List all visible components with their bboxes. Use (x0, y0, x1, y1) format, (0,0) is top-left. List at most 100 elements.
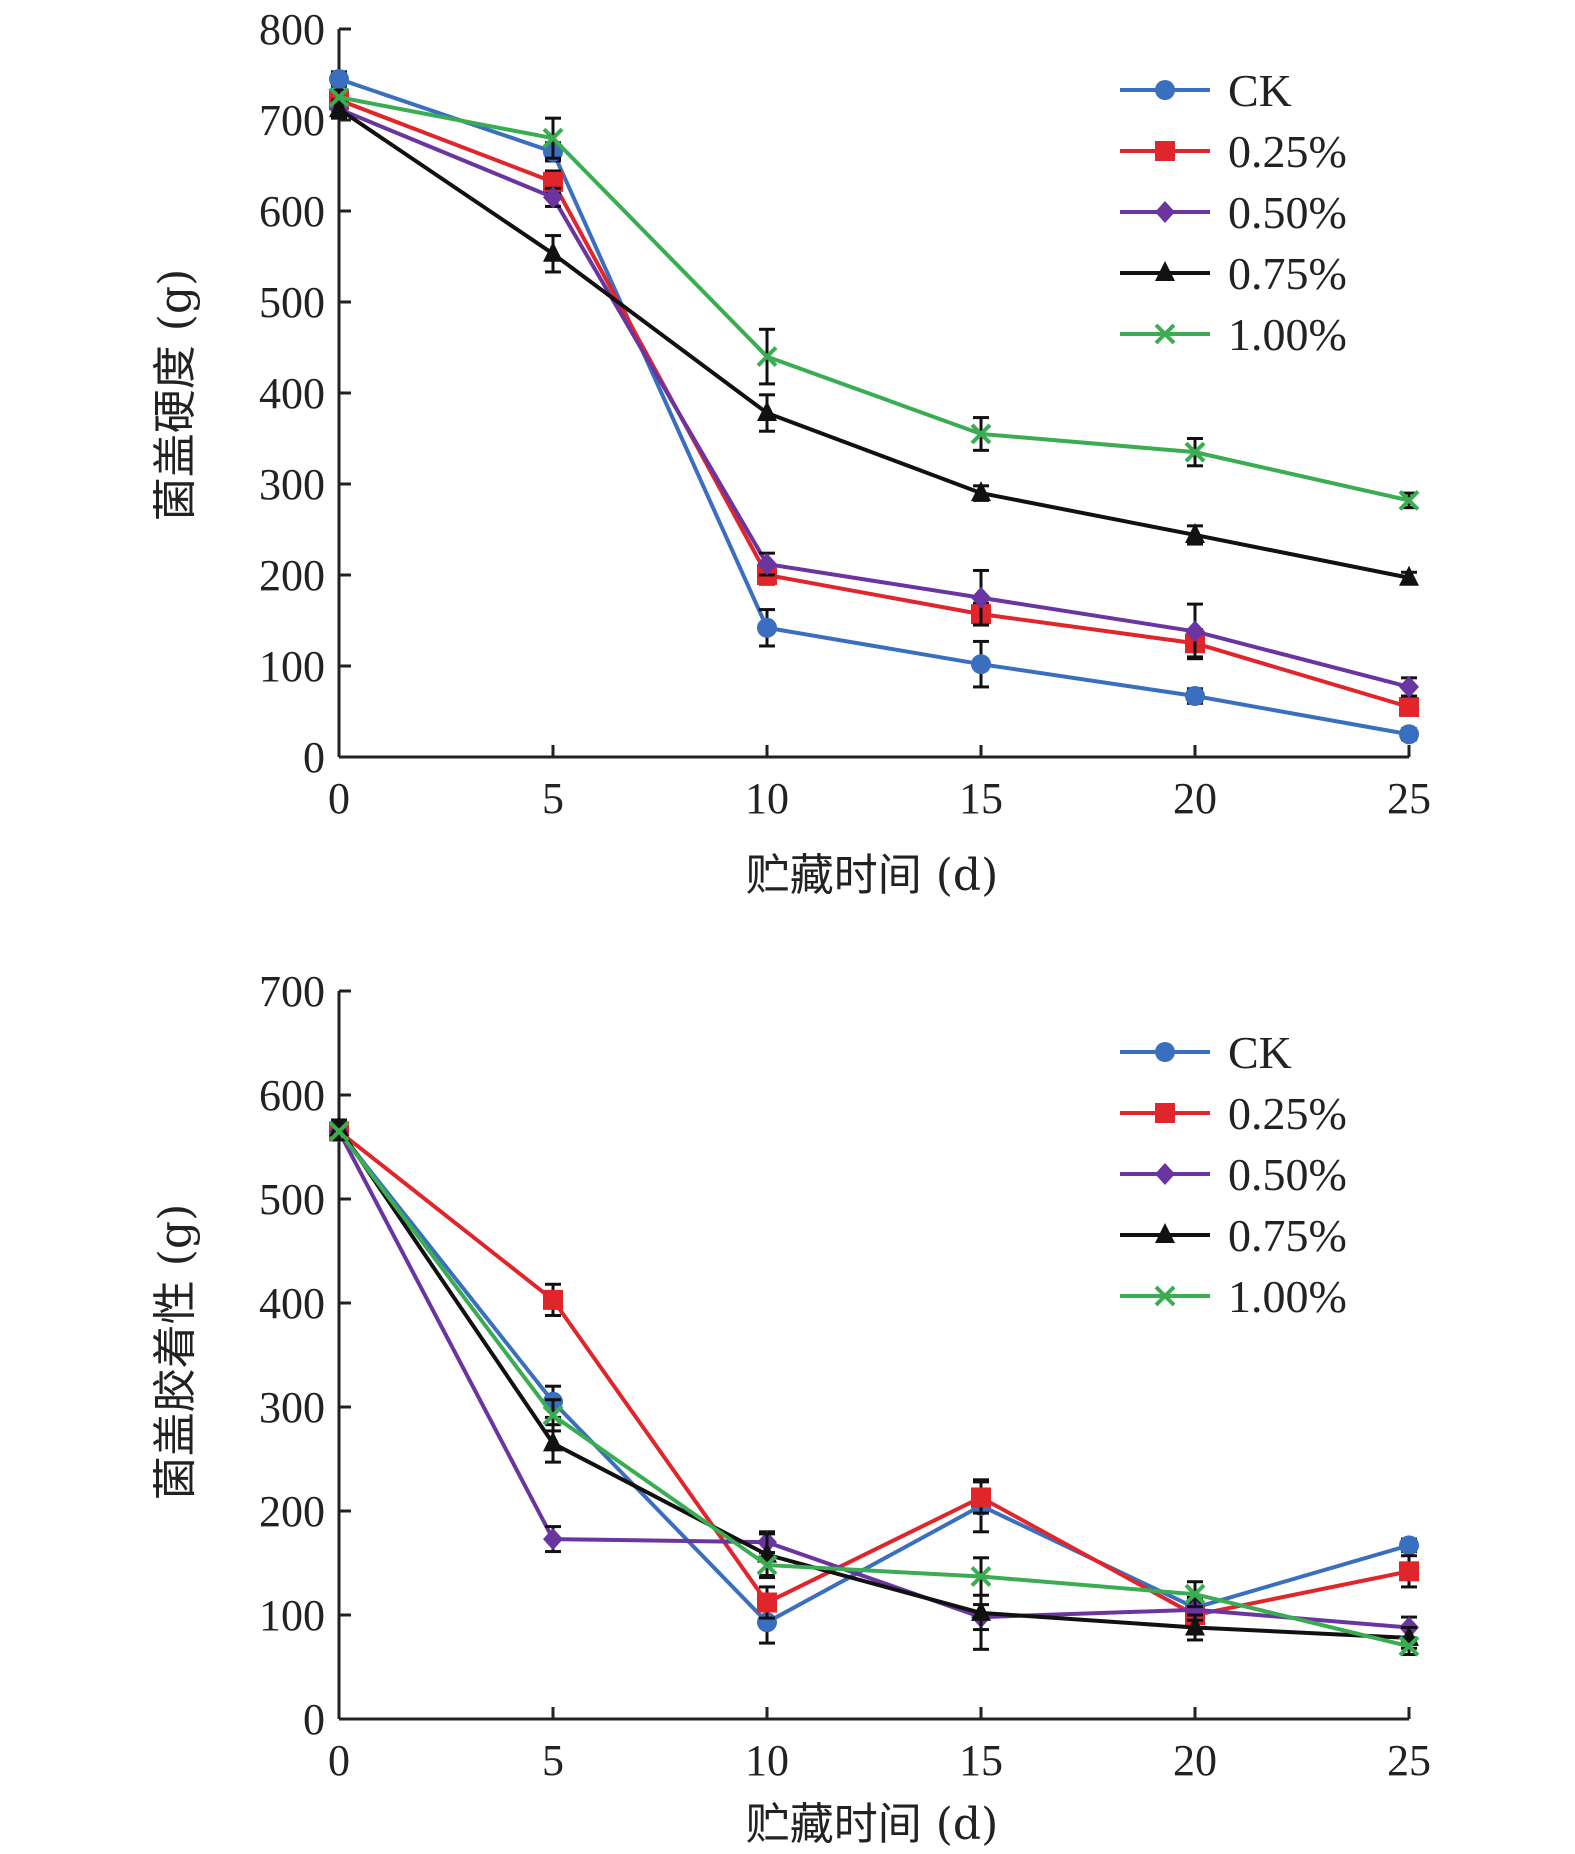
y-tick-label: 200 (259, 1487, 325, 1536)
y-tick-label: 800 (259, 5, 325, 54)
hardness-chart: 0 100 200 300 400 500 600 700 800 0 5 10 15 20 25 CK 0.2… (150, 5, 1431, 901)
series-line (337, 1130, 1410, 1625)
y-tick-label: 600 (259, 1071, 325, 1120)
plot-layer: 0 100 200 300 400 500 600 700 800 0 5 10 15 20 25 CK 0.2… (259, 5, 1431, 823)
data-point (542, 127, 564, 149)
legend-item: CK (1120, 1027, 1292, 1078)
legend-label: CK (1228, 1027, 1292, 1078)
y-tick-label: 400 (259, 369, 325, 418)
legend-item: 0.50% (1120, 1149, 1347, 1200)
legend-marker (1155, 1042, 1175, 1062)
data-point (971, 654, 991, 675)
y-tick-label: 300 (259, 460, 325, 509)
x-axis-title: 贮藏时间 (d) (746, 1799, 998, 1850)
x-tick-label: 15 (959, 1736, 1003, 1785)
y-axis-title: 菌盖硬度 (g) (150, 269, 201, 521)
data-point (1185, 686, 1205, 707)
legend-marker (1155, 1103, 1175, 1123)
x-tick-label: 15 (959, 774, 1003, 823)
y-tick-label: 700 (259, 96, 325, 145)
legend-marker (1155, 80, 1175, 100)
series-line (337, 107, 1410, 580)
data-point (1398, 489, 1420, 511)
series-line (337, 1127, 1410, 1640)
series-line (337, 1130, 1410, 1649)
data-point (757, 553, 777, 576)
legend-item: 0.75% (1120, 1210, 1347, 1261)
x-tick-label: 20 (1173, 774, 1217, 823)
y-tick-label: 600 (259, 187, 325, 236)
legend-item: 1.00% (1120, 309, 1347, 360)
x-tick-label: 25 (1387, 774, 1431, 823)
legend-item: 0.25% (1120, 1088, 1347, 1139)
series-1-00pct (328, 86, 1420, 511)
y-tick-label: 300 (259, 1383, 325, 1432)
legend-label: 0.25% (1228, 126, 1347, 177)
data-point (971, 1600, 991, 1621)
legend-label: 0.25% (1228, 1088, 1347, 1139)
plot-layer: 0 100 200 300 400 500 600 700 0 5 10 15 20 25 CK 0.25% 0… (259, 967, 1431, 1785)
y-tick-label: 500 (259, 278, 325, 327)
data-point (757, 617, 777, 638)
series-line (338, 98, 1410, 709)
data-point (542, 1404, 564, 1426)
legend-label: 1.00% (1228, 309, 1347, 360)
data-point (757, 401, 777, 422)
data-point (970, 1566, 992, 1587)
data-point (329, 97, 349, 118)
series-1-00pct (328, 1120, 1420, 1657)
x-tick-label: 25 (1387, 1736, 1431, 1785)
data-point (1399, 696, 1419, 717)
data-point (1398, 1635, 1420, 1657)
data-point (756, 1554, 778, 1576)
legend-label: 0.75% (1228, 1210, 1347, 1261)
legend-item: 0.25% (1120, 126, 1347, 177)
y-tick-label: 200 (259, 551, 325, 600)
data-point (1185, 522, 1205, 543)
series-line (338, 95, 1410, 503)
x-tick-label: 20 (1173, 1736, 1217, 1785)
data-point (543, 241, 563, 262)
data-point (328, 1120, 350, 1142)
data-point (757, 1592, 777, 1613)
data-point (1399, 565, 1419, 586)
data-point (328, 86, 350, 108)
data-point (543, 1289, 563, 1310)
legend-marker (1155, 141, 1175, 161)
data-point (1399, 1535, 1419, 1556)
data-point (970, 423, 992, 445)
series-line (338, 77, 1410, 737)
legend-item: 1.00% (1120, 1271, 1347, 1322)
data-point (971, 1487, 991, 1508)
x-tick-label: 10 (745, 1736, 789, 1785)
data-point (543, 186, 563, 209)
legend-item: 0.75% (1120, 248, 1347, 299)
legend-marker (1155, 261, 1175, 281)
series-line (337, 1129, 1410, 1618)
data-point (971, 586, 991, 609)
legend-item: 0.50% (1120, 187, 1347, 238)
x-tick-label: 5 (542, 774, 564, 823)
data-point (1184, 1583, 1206, 1605)
y-tick-label: 0 (303, 1695, 325, 1744)
y-tick-label: 100 (259, 642, 325, 691)
data-point (543, 1431, 563, 1452)
data-point (1185, 1615, 1205, 1636)
y-tick-label: 400 (259, 1279, 325, 1328)
legend-item: CK (1120, 65, 1292, 116)
data-point (1185, 620, 1205, 643)
data-point (1399, 724, 1419, 745)
data-point (1399, 675, 1419, 698)
legend-marker (1155, 1163, 1175, 1185)
series-0-25pct (329, 89, 1419, 717)
legend-label: 0.75% (1228, 248, 1347, 299)
data-point (756, 346, 778, 368)
series-0-75pct (329, 97, 1419, 586)
legend-label: 0.50% (1228, 1149, 1347, 1200)
y-tick-label: 0 (303, 733, 325, 782)
legend-marker (1154, 323, 1176, 345)
data-point (971, 481, 991, 502)
x-tick-label: 0 (328, 774, 350, 823)
series-line (338, 107, 1410, 689)
data-point (1399, 1561, 1419, 1582)
